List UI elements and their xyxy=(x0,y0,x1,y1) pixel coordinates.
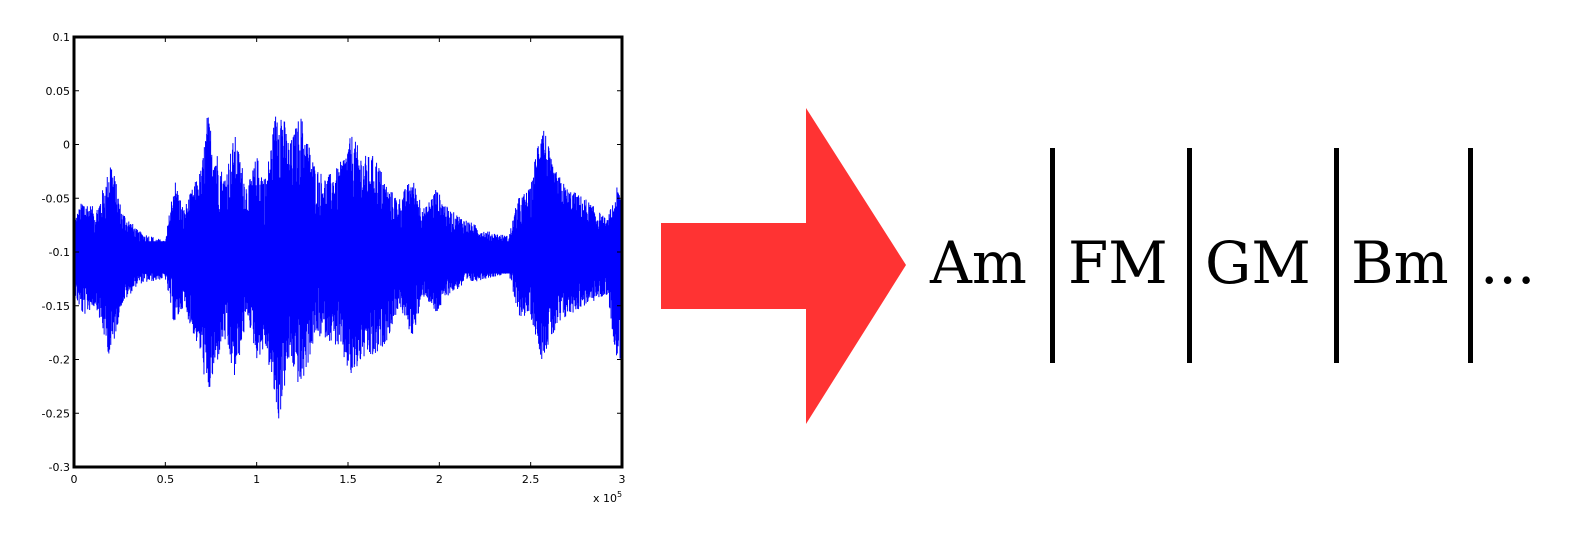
x-tick-label: 3 xyxy=(619,473,626,486)
bar-line-1 xyxy=(1050,148,1055,363)
bar-line-4 xyxy=(1468,148,1473,363)
y-tick-label: -0.1 xyxy=(49,246,70,259)
y-tick-label: -0.2 xyxy=(49,354,70,367)
waveform-plot: 0.10.050-0.05-0.1-0.15-0.2-0.25-0.30 0.5 1… xyxy=(42,31,626,505)
right-arrow-icon xyxy=(661,108,906,424)
chord-gm: GM xyxy=(1205,229,1311,297)
waveform-line xyxy=(73,116,623,419)
chord-sequence: Am FM GM Bm ... xyxy=(929,148,1535,363)
chord-bm: Bm xyxy=(1351,229,1449,297)
x-tick-label: 2.5 xyxy=(522,473,540,486)
x-axis-multiplier: x 105 xyxy=(593,490,622,505)
y-tick-label: -0.25 xyxy=(42,407,70,420)
x-axis-multiplier-power: 5 xyxy=(617,490,622,499)
chord-am: Am xyxy=(929,229,1027,297)
x-tick-label: 0 xyxy=(71,473,78,486)
y-tick-label: -0.15 xyxy=(42,300,70,313)
y-tick-label: 0 xyxy=(63,139,70,152)
chord-fm: FM xyxy=(1068,229,1168,297)
x-tick-label: 2 xyxy=(436,473,443,486)
y-tick-label: -0.05 xyxy=(42,192,70,205)
waveform-core-band xyxy=(74,241,622,274)
x-tick-label: 1 xyxy=(253,473,260,486)
y-tick-label: 0.1 xyxy=(53,31,71,44)
x-axis-multiplier-base: x 10 xyxy=(593,492,617,505)
axis-ticks: 0.10.050-0.05-0.1-0.15-0.2-0.25-0.30 0.5 1… xyxy=(42,31,626,486)
x-tick-label: 0.5 xyxy=(157,473,175,486)
y-tick-label: 0.05 xyxy=(46,85,71,98)
bar-line-3 xyxy=(1334,148,1339,363)
y-tick-label: -0.3 xyxy=(49,461,70,474)
x-tick-label: 1.5 xyxy=(339,473,357,486)
chord-ellipsis: ... xyxy=(1480,229,1535,297)
bar-line-2 xyxy=(1187,148,1192,363)
